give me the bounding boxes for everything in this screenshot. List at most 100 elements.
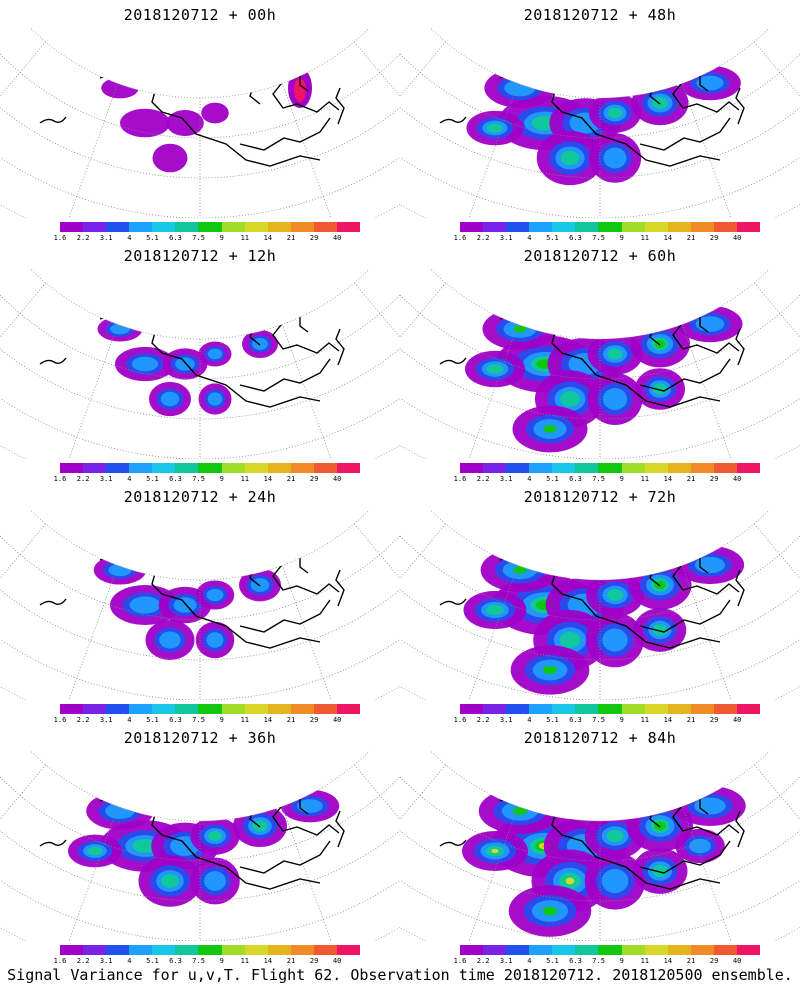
colorbar-swatch [244,945,268,955]
colorbar-tick-label: 21 [686,957,696,965]
colorbar-tick-label: 4 [127,234,132,242]
colorbar-swatch [175,945,199,955]
colorbar-tick-label: 29 [309,234,319,242]
colorbar-swatch [690,463,714,473]
variance-map [0,269,400,459]
panel-title: 2018120712 + 48h [523,6,677,24]
colorbar-tick-label: 5.1 [146,234,159,242]
panel-title: 2018120712 + 24h [123,488,277,506]
colorbar-swatch [244,463,268,473]
variance-map [400,510,800,700]
colorbar-tick-label: 11 [640,475,650,483]
colorbar-tick-label: 2.2 [476,716,490,724]
colorbar-swatch [552,945,576,955]
colorbar-tick-label: 2.2 [76,957,90,965]
colorbar-tick-label: 40 [332,957,342,965]
colorbar-swatch [529,704,553,714]
colorbar-labels: 1.6 2.2 3.1 4 5.1 6.3 7.5 9 11 14 21 29 40 [50,475,370,485]
colorbar-swatch [667,704,691,714]
colorbar-tick-label: 11 [640,716,650,724]
colorbar-tick-label: 4 [527,716,532,724]
colorbar-tick-label: 3.1 [499,475,513,483]
colorbar-swatch [621,704,645,714]
colorbar-swatch [598,463,622,473]
colorbar-swatch [460,704,484,714]
colorbar-tick-label: 11 [240,475,250,483]
colorbar-swatch [644,704,668,714]
colorbar [460,945,761,955]
colorbar-swatch [221,945,245,955]
colorbar-tick-label: 2.2 [476,234,490,242]
colorbar-tick-label: 14 [263,957,273,965]
colorbar-swatch [621,463,645,473]
colorbar-tick-label: 7.5 [192,234,205,242]
colorbar-tick-label: 1.6 [53,234,67,242]
colorbar-swatch [621,945,645,955]
colorbar-tick-label: 6.3 [569,234,582,242]
colorbar-swatch [60,945,84,955]
colorbar-tick-label: 7.5 [192,957,205,965]
variance-map [400,269,800,459]
colorbar-swatch [460,945,484,955]
colorbar-swatch [313,704,337,714]
colorbar [460,463,761,473]
figure-caption: Signal Variance for u,v,T. Flight 62. Ob… [7,966,793,984]
colorbar-tick-label: 7.5 [592,234,605,242]
colorbar-swatch [152,945,176,955]
colorbar-swatch [690,704,714,714]
colorbar-tick-label: 4 [127,716,132,724]
colorbar-tick-label: 9 [219,475,224,483]
colorbar-tick-label: 40 [732,234,742,242]
colorbar-swatch [129,945,153,955]
colorbar-swatch [736,222,761,232]
variance-map [400,751,800,941]
colorbar-tick-label: 9 [619,957,624,965]
colorbar-swatch [575,945,599,955]
colorbar-swatch [690,222,714,232]
colorbar-tick-label: 6.3 [169,475,182,483]
variance-map [400,28,800,218]
colorbar-tick-label: 2.2 [476,957,490,965]
colorbar-swatch [529,463,553,473]
colorbar-tick-label: 40 [732,957,742,965]
forecast-panel: 2018120712 + 12h 1.6 2.2 3.1 4 5.1 6.3 7.5 9 11 14… [0,241,400,483]
colorbar-tick-label: 21 [286,957,296,965]
colorbar-swatch [506,222,530,232]
forecast-panel: 2018120712 + 60h 1.6 2.2 3.1 4 5.1 6.3 7.5 9 11 14… [400,241,800,483]
colorbar-swatch [483,222,507,232]
colorbar-tick-label: 7.5 [592,957,605,965]
colorbar-tick-label: 6.3 [569,957,582,965]
colorbar-tick-label: 4 [527,234,532,242]
colorbar-swatch [506,945,530,955]
colorbar-tick-label: 7.5 [592,716,605,724]
colorbar [460,222,761,232]
colorbar-tick-label: 14 [263,234,273,242]
forecast-panel: 2018120712 + 84h 1.6 2.2 3.1 4 5.1 6.3 7.5 9 11 14… [400,723,800,965]
colorbar-labels: 1.6 2.2 3.1 4 5.1 6.3 7.5 9 11 14 21 29 40 [50,716,370,726]
colorbar-swatch [152,222,176,232]
colorbar-swatch [267,704,291,714]
colorbar-swatch [336,463,361,473]
colorbar-tick-label: 5.1 [546,475,559,483]
colorbar-swatch [83,704,107,714]
colorbar-tick-label: 5.1 [546,957,559,965]
colorbar-tick-label: 29 [709,716,719,724]
colorbar-tick-label: 4 [127,475,132,483]
colorbar-swatch [460,222,484,232]
colorbar-swatch [598,704,622,714]
colorbar-swatch [175,222,199,232]
colorbar-swatch [667,222,691,232]
colorbar-swatch [506,463,530,473]
colorbar-swatch [221,222,245,232]
colorbar-tick-label: 3.1 [99,475,113,483]
colorbar-swatch [529,222,553,232]
colorbar-tick-label: 14 [263,475,273,483]
colorbar-swatch [336,222,361,232]
forecast-panel: 2018120712 + 36h 1.6 2.2 3.1 4 5.1 6.3 7.5 9 11 14… [0,723,400,965]
colorbar [60,945,361,955]
colorbar-tick-label: 5.1 [546,716,559,724]
colorbar [460,704,761,714]
colorbar-swatch [152,463,176,473]
colorbar-swatch [60,222,84,232]
colorbar-tick-label: 7.5 [592,475,605,483]
